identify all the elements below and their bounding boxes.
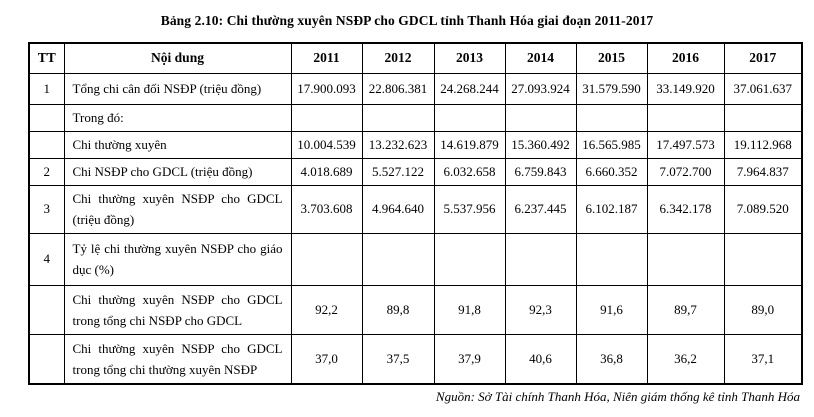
value-cell: 89,8 (361, 284, 435, 335)
table-header-row: TT Nội dung 2011 2012 2013 2014 2015 2016 2017 (28, 42, 803, 74)
value-cell (504, 232, 577, 286)
value-cell: 6.102.187 (575, 184, 648, 234)
value-cell: 7.072.700 (646, 157, 725, 186)
table-row: Chi thường xuyên NSĐP cho GDCL trong tổn… (28, 284, 803, 335)
value-cell (361, 232, 435, 286)
value-cell: 6.342.178 (646, 184, 725, 234)
value-cell: 89,7 (646, 284, 725, 335)
row-number-cell: 3 (28, 184, 65, 234)
value-cell (361, 103, 435, 132)
value-cell: 19.112.968 (723, 130, 803, 159)
row-label-cell: Chi thường xuyên (63, 130, 292, 159)
table-row: 4 Tỷ lệ chi thường xuyên NSĐP cho giáo dụ… (28, 232, 803, 286)
value-cell: 31.579.590 (575, 72, 648, 105)
row-number-cell: 2 (28, 157, 65, 186)
value-cell: 36,8 (575, 333, 648, 385)
value-cell: 36,2 (646, 333, 725, 385)
value-cell (290, 232, 363, 286)
row-number-cell: 4 (28, 232, 65, 286)
value-cell: 15.360.492 (504, 130, 577, 159)
value-cell: 4.964.640 (361, 184, 435, 234)
column-header-2011: 2011 (290, 42, 363, 74)
value-cell: 40,6 (504, 333, 577, 385)
value-cell: 5.537.956 (433, 184, 506, 234)
value-cell: 13.232.623 (361, 130, 435, 159)
value-cell: 6.660.352 (575, 157, 648, 186)
value-cell: 91,6 (575, 284, 648, 335)
value-cell: 14.619.879 (433, 130, 506, 159)
column-header-noi-dung: Nội dung (63, 42, 292, 74)
table-row: Trong đó: (28, 103, 803, 132)
value-cell (723, 103, 803, 132)
value-cell: 24.268.244 (433, 72, 506, 105)
column-header-2013: 2013 (433, 42, 506, 74)
value-cell: 92,2 (290, 284, 363, 335)
column-header-2015: 2015 (575, 42, 648, 74)
row-label-cell: Chi thường xuyên NSĐP cho GDCL (triệu đồ… (63, 184, 292, 234)
row-number-cell (28, 333, 65, 385)
value-cell (433, 232, 506, 286)
table-caption: Bảng 2.10: Chi thường xuyên NSĐP cho GDC… (160, 13, 654, 28)
row-number-cell: 1 (28, 72, 65, 105)
table-row: 3 Chi thường xuyên NSĐP cho GDCL (triệu đ… (28, 184, 803, 234)
row-label-cell: Chi thường xuyên NSĐP cho GDCL trong tổn… (63, 284, 292, 335)
value-cell (433, 103, 506, 132)
value-cell: 91,8 (433, 284, 506, 335)
row-label-cell: Tổng chi cân đối NSĐP (triệu đồng) (63, 72, 292, 105)
source-note: Nguồn: Sở Tài chính Thanh Hóa, Niên giám… (435, 389, 800, 404)
value-cell (646, 103, 725, 132)
value-cell: 37,5 (361, 333, 435, 385)
value-cell (504, 103, 577, 132)
value-cell: 37,0 (290, 333, 363, 385)
row-number-cell (28, 130, 65, 159)
row-number-cell (28, 103, 65, 132)
value-cell: 17.497.573 (646, 130, 725, 159)
row-label-cell: Chi thường xuyên NSĐP cho GDCL trong tổn… (63, 333, 292, 385)
value-cell: 4.018.689 (290, 157, 363, 186)
value-cell: 7.964.837 (723, 157, 803, 186)
column-header-tt: TT (28, 42, 65, 74)
value-cell: 22.806.381 (361, 72, 435, 105)
row-label-cell: Trong đó: (63, 103, 292, 132)
table-row: 1 Tổng chi cân đối NSĐP (triệu đồng) 17.90… (28, 72, 803, 105)
value-cell: 17.900.093 (290, 72, 363, 105)
table-row: Chi thường xuyên NSĐP cho GDCL trong tổn… (28, 333, 803, 385)
table-body: 1 Tổng chi cân đối NSĐP (triệu đồng) 17.90… (28, 72, 803, 385)
value-cell: 6.237.445 (504, 184, 577, 234)
value-cell (575, 232, 648, 286)
value-cell: 33.149.920 (646, 72, 725, 105)
value-cell: 3.703.608 (290, 184, 363, 234)
value-cell (723, 232, 803, 286)
value-cell: 37,9 (433, 333, 506, 385)
column-header-2012: 2012 (361, 42, 435, 74)
value-cell: 89,0 (723, 284, 803, 335)
value-cell (290, 103, 363, 132)
value-cell: 6.032.658 (433, 157, 506, 186)
value-cell: 5.527.122 (361, 157, 435, 186)
row-label-cell: Tỷ lệ chi thường xuyên NSĐP cho giáo dục… (63, 232, 292, 286)
value-cell: 37,1 (723, 333, 803, 385)
row-label-cell: Chi NSĐP cho GDCL (triệu đồng) (63, 157, 292, 186)
value-cell: 92,3 (504, 284, 577, 335)
table-row: 2 Chi NSĐP cho GDCL (triệu đồng) 4.018.689… (28, 157, 803, 186)
budget-table: TT Nội dung 2011 2012 2013 2014 2015 2016 2017 1… (28, 42, 803, 385)
value-cell (575, 103, 648, 132)
value-cell: 6.759.843 (504, 157, 577, 186)
value-cell: 37.061.637 (723, 72, 803, 105)
value-cell: 10.004.539 (290, 130, 363, 159)
value-cell (646, 232, 725, 286)
row-number-cell (28, 284, 65, 335)
column-header-2016: 2016 (646, 42, 725, 74)
value-cell: 16.565.985 (575, 130, 648, 159)
value-cell: 27.093.924 (504, 72, 577, 105)
value-cell: 7.089.520 (723, 184, 803, 234)
column-header-2014: 2014 (504, 42, 577, 74)
table-row: Chi thường xuyên 10.004.539 13.232.623 14.6… (28, 130, 803, 159)
column-header-2017: 2017 (723, 42, 803, 74)
